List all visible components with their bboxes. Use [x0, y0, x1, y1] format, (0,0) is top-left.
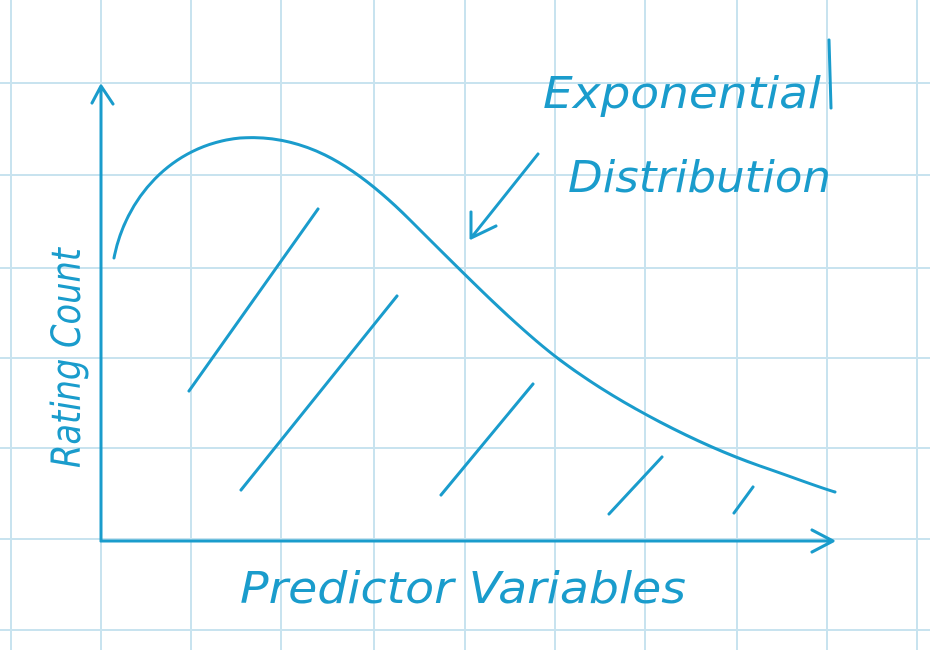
hatch-fill	[187, 207, 755, 516]
hatch-stroke	[732, 485, 755, 515]
annotation-line2: Distribution	[568, 152, 831, 203]
annotation-line1: Exponential	[543, 68, 822, 119]
y-axis-label: Rating Count	[44, 247, 90, 468]
hatch-stroke	[607, 455, 664, 516]
hatch-stroke	[187, 207, 320, 393]
hatch-stroke	[239, 294, 399, 492]
axes	[90, 84, 835, 554]
annotation-arrow	[469, 152, 540, 240]
x-axis-label: Predictor Variables	[240, 563, 686, 614]
distribution-curve	[112, 136, 837, 494]
y-axis-arrowhead	[90, 84, 115, 106]
annotation-arrow-head	[469, 210, 498, 240]
annotation-extra-stroke	[827, 38, 833, 110]
annotation-arrow-shaft	[469, 152, 540, 240]
hatch-stroke	[439, 382, 535, 497]
x-axis-arrowhead	[810, 528, 835, 554]
